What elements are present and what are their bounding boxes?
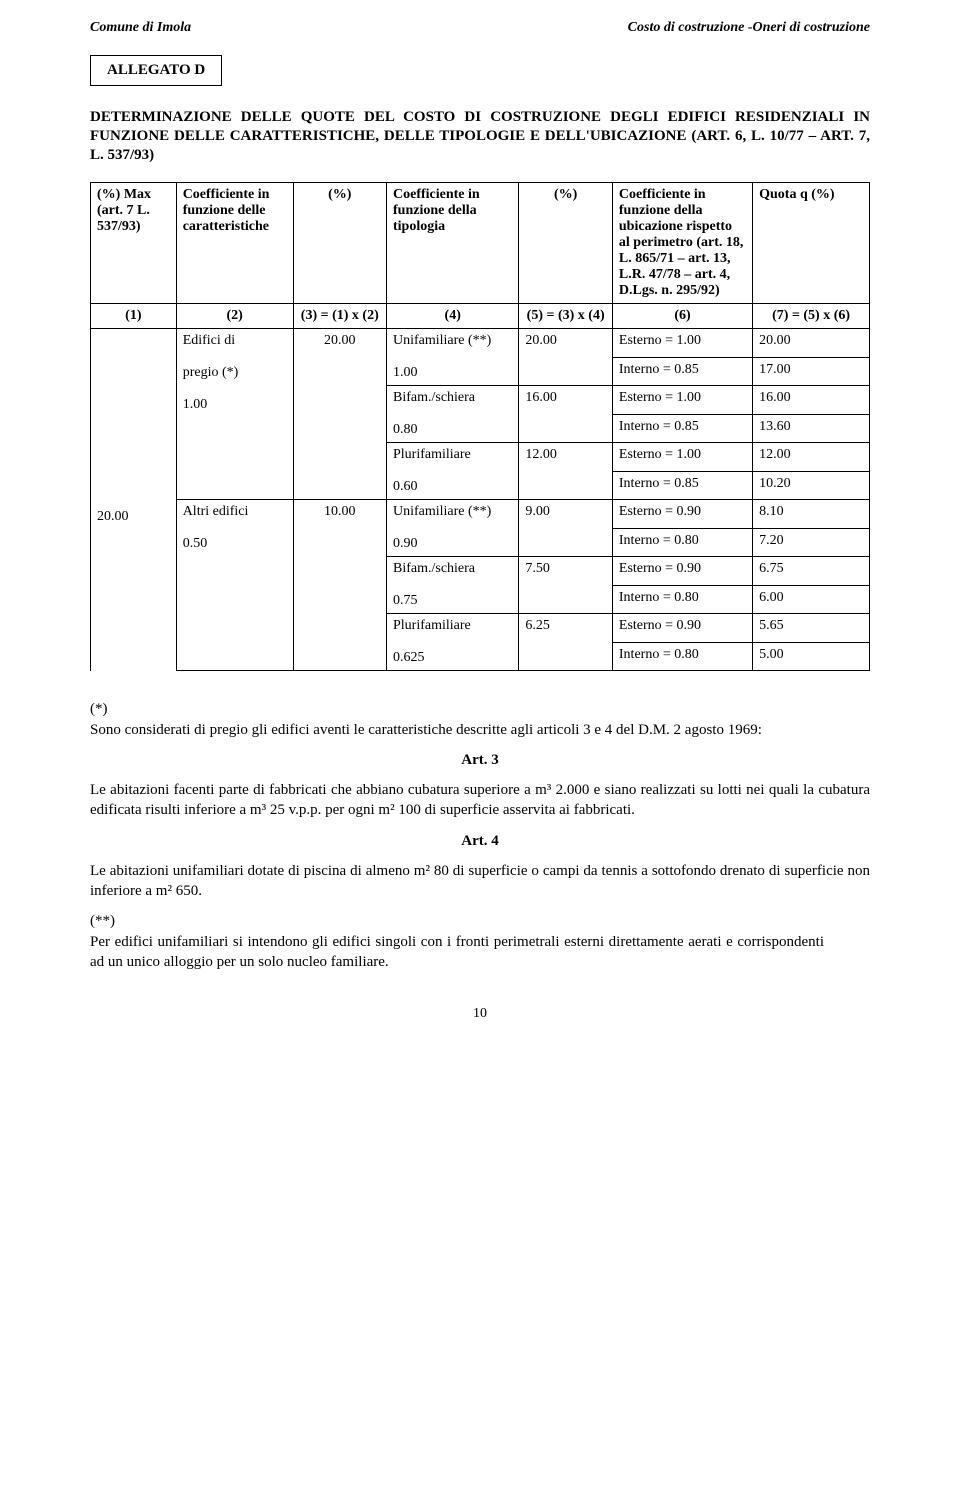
g2-bif-label: Bifam./schiera <box>393 561 475 576</box>
g2-who-l1: Altri edifici <box>183 504 249 519</box>
note2-marker: (**) <box>90 911 136 931</box>
g2-v-bif: 7.50 <box>519 557 612 614</box>
th-c7: Quota q (%) <box>753 183 870 304</box>
numrow-c1: (1) <box>91 304 177 329</box>
th-c2: Coefficiente in funzione delle caratteri… <box>176 183 293 304</box>
g1-unif: Unifamiliare (**) 1.00 <box>387 329 519 386</box>
g2-bif: Bifam./schiera 0.75 <box>387 557 519 614</box>
g1-q-4: 12.00 <box>753 443 870 472</box>
note1-body: Le abitazioni facenti parte di fabbricat… <box>90 780 870 821</box>
g2-bif-c: 0.75 <box>393 593 418 608</box>
g2-coef: 0.50 <box>183 536 208 551</box>
g1-v-bif: 16.00 <box>519 386 612 443</box>
note2-body: Per edifici unifamiliari si intendono gl… <box>90 932 824 973</box>
note1-marker: (*) <box>90 699 136 719</box>
header-left: Comune di Imola <box>90 20 191 36</box>
g1-q-0: 20.00 <box>753 329 870 358</box>
g1-i-3: Interno = 0.85 <box>612 471 752 500</box>
g1-e-2: Esterno = 1.00 <box>612 386 752 415</box>
g2-i-1: Interno = 0.80 <box>612 528 752 557</box>
allegato-box: ALLEGATO D <box>90 55 222 86</box>
th-c1: (%) Max (art. 7 L. 537/93) <box>91 183 177 304</box>
g2-e-3: Esterno = 0.90 <box>612 614 752 643</box>
g1-e-3: Esterno = 1.00 <box>612 443 752 472</box>
g2-v-plu: 6.25 <box>519 614 612 671</box>
g1-q-1: 17.00 <box>753 357 870 386</box>
g2-q-2: 6.75 <box>753 557 870 586</box>
numrow-c5: (5) = (3) x (4) <box>519 304 612 329</box>
th-c6: Coefficiente in funzione della ubicazion… <box>612 183 752 304</box>
base-cell: 20.00 <box>91 329 177 671</box>
g2-unif-c: 0.90 <box>393 536 418 551</box>
g2-unif-label: Unifamiliare (**) <box>393 504 491 519</box>
art4-title: Art. 4 <box>90 831 870 851</box>
numrow-c2: (2) <box>176 304 293 329</box>
g2-q-4: 5.65 <box>753 614 870 643</box>
g1-who-l1: Edifici di <box>183 333 236 348</box>
g2-e-2: Esterno = 0.90 <box>612 557 752 586</box>
g1-i-1: Interno = 0.85 <box>612 357 752 386</box>
g1-bif-c: 0.80 <box>393 422 418 437</box>
g2-v-unif: 9.00 <box>519 500 612 557</box>
g2-q-5: 5.00 <box>753 642 870 671</box>
page-number: 10 <box>0 1006 960 1022</box>
header-right: Costo di costruzione -Oneri di costruzio… <box>628 20 870 36</box>
g2-q-3: 6.00 <box>753 585 870 614</box>
note1-intro: Sono considerati di pregio gli edifici a… <box>90 720 824 740</box>
g2-q-1: 7.20 <box>753 528 870 557</box>
g1-plu: Plurifamiliare 0.60 <box>387 443 519 500</box>
notes-block: (*) Sono considerati di pregio gli edifi… <box>90 699 870 972</box>
g1-who-l2: pregio (*) <box>183 365 239 380</box>
g1-bif-label: Bifam./schiera <box>393 390 475 405</box>
g1-unif-c: 1.00 <box>393 365 418 380</box>
numrow-c7: (7) = (5) x (6) <box>753 304 870 329</box>
g2-unif: Unifamiliare (**) 0.90 <box>387 500 519 557</box>
g1-pcent: 20.00 <box>293 329 386 500</box>
th-c4: Coefficiente in funzione della tipologia <box>387 183 519 304</box>
numrow-c3: (3) = (1) x (2) <box>293 304 386 329</box>
g1-i-2: Interno = 0.85 <box>612 414 752 443</box>
g1-plu-label: Plurifamiliare <box>393 447 471 462</box>
g1-q-3: 13.60 <box>753 414 870 443</box>
numrow-c6: (6) <box>612 304 752 329</box>
g1-bif: Bifam./schiera 0.80 <box>387 386 519 443</box>
g2-pcent: 10.00 <box>293 500 386 671</box>
th-c5: (%) <box>519 183 612 304</box>
art3-title: Art. 3 <box>90 750 870 770</box>
page-title: DETERMINAZIONE DELLE QUOTE DEL COSTO DI … <box>90 108 870 164</box>
th-c3: (%) <box>293 183 386 304</box>
g1-who: Edifici di pregio (*) 1.00 <box>176 329 293 500</box>
g2-plu: Plurifamiliare 0.625 <box>387 614 519 671</box>
numrow-c4: (4) <box>387 304 519 329</box>
main-table: (%) Max (art. 7 L. 537/93) Coefficiente … <box>90 182 870 671</box>
g2-who: Altri edifici 0.50 <box>176 500 293 671</box>
g1-unif-label: Unifamiliare (**) <box>393 333 491 348</box>
g2-plu-label: Plurifamiliare <box>393 618 471 633</box>
g2-plu-c: 0.625 <box>393 650 425 665</box>
g1-v-plu: 12.00 <box>519 443 612 500</box>
g2-e-1: Esterno = 0.90 <box>612 500 752 529</box>
g2-i-2: Interno = 0.80 <box>612 585 752 614</box>
g1-q-5: 10.20 <box>753 471 870 500</box>
g1-plu-c: 0.60 <box>393 479 418 494</box>
g1-e-1: Esterno = 1.00 <box>612 329 752 358</box>
g1-q-2: 16.00 <box>753 386 870 415</box>
g2-i-3: Interno = 0.80 <box>612 642 752 671</box>
note1-body2: Le abitazioni unifamiliari dotate di pis… <box>90 861 870 902</box>
g2-q-0: 8.10 <box>753 500 870 529</box>
g1-v-unif: 20.00 <box>519 329 612 386</box>
g1-coef: 1.00 <box>183 397 208 412</box>
